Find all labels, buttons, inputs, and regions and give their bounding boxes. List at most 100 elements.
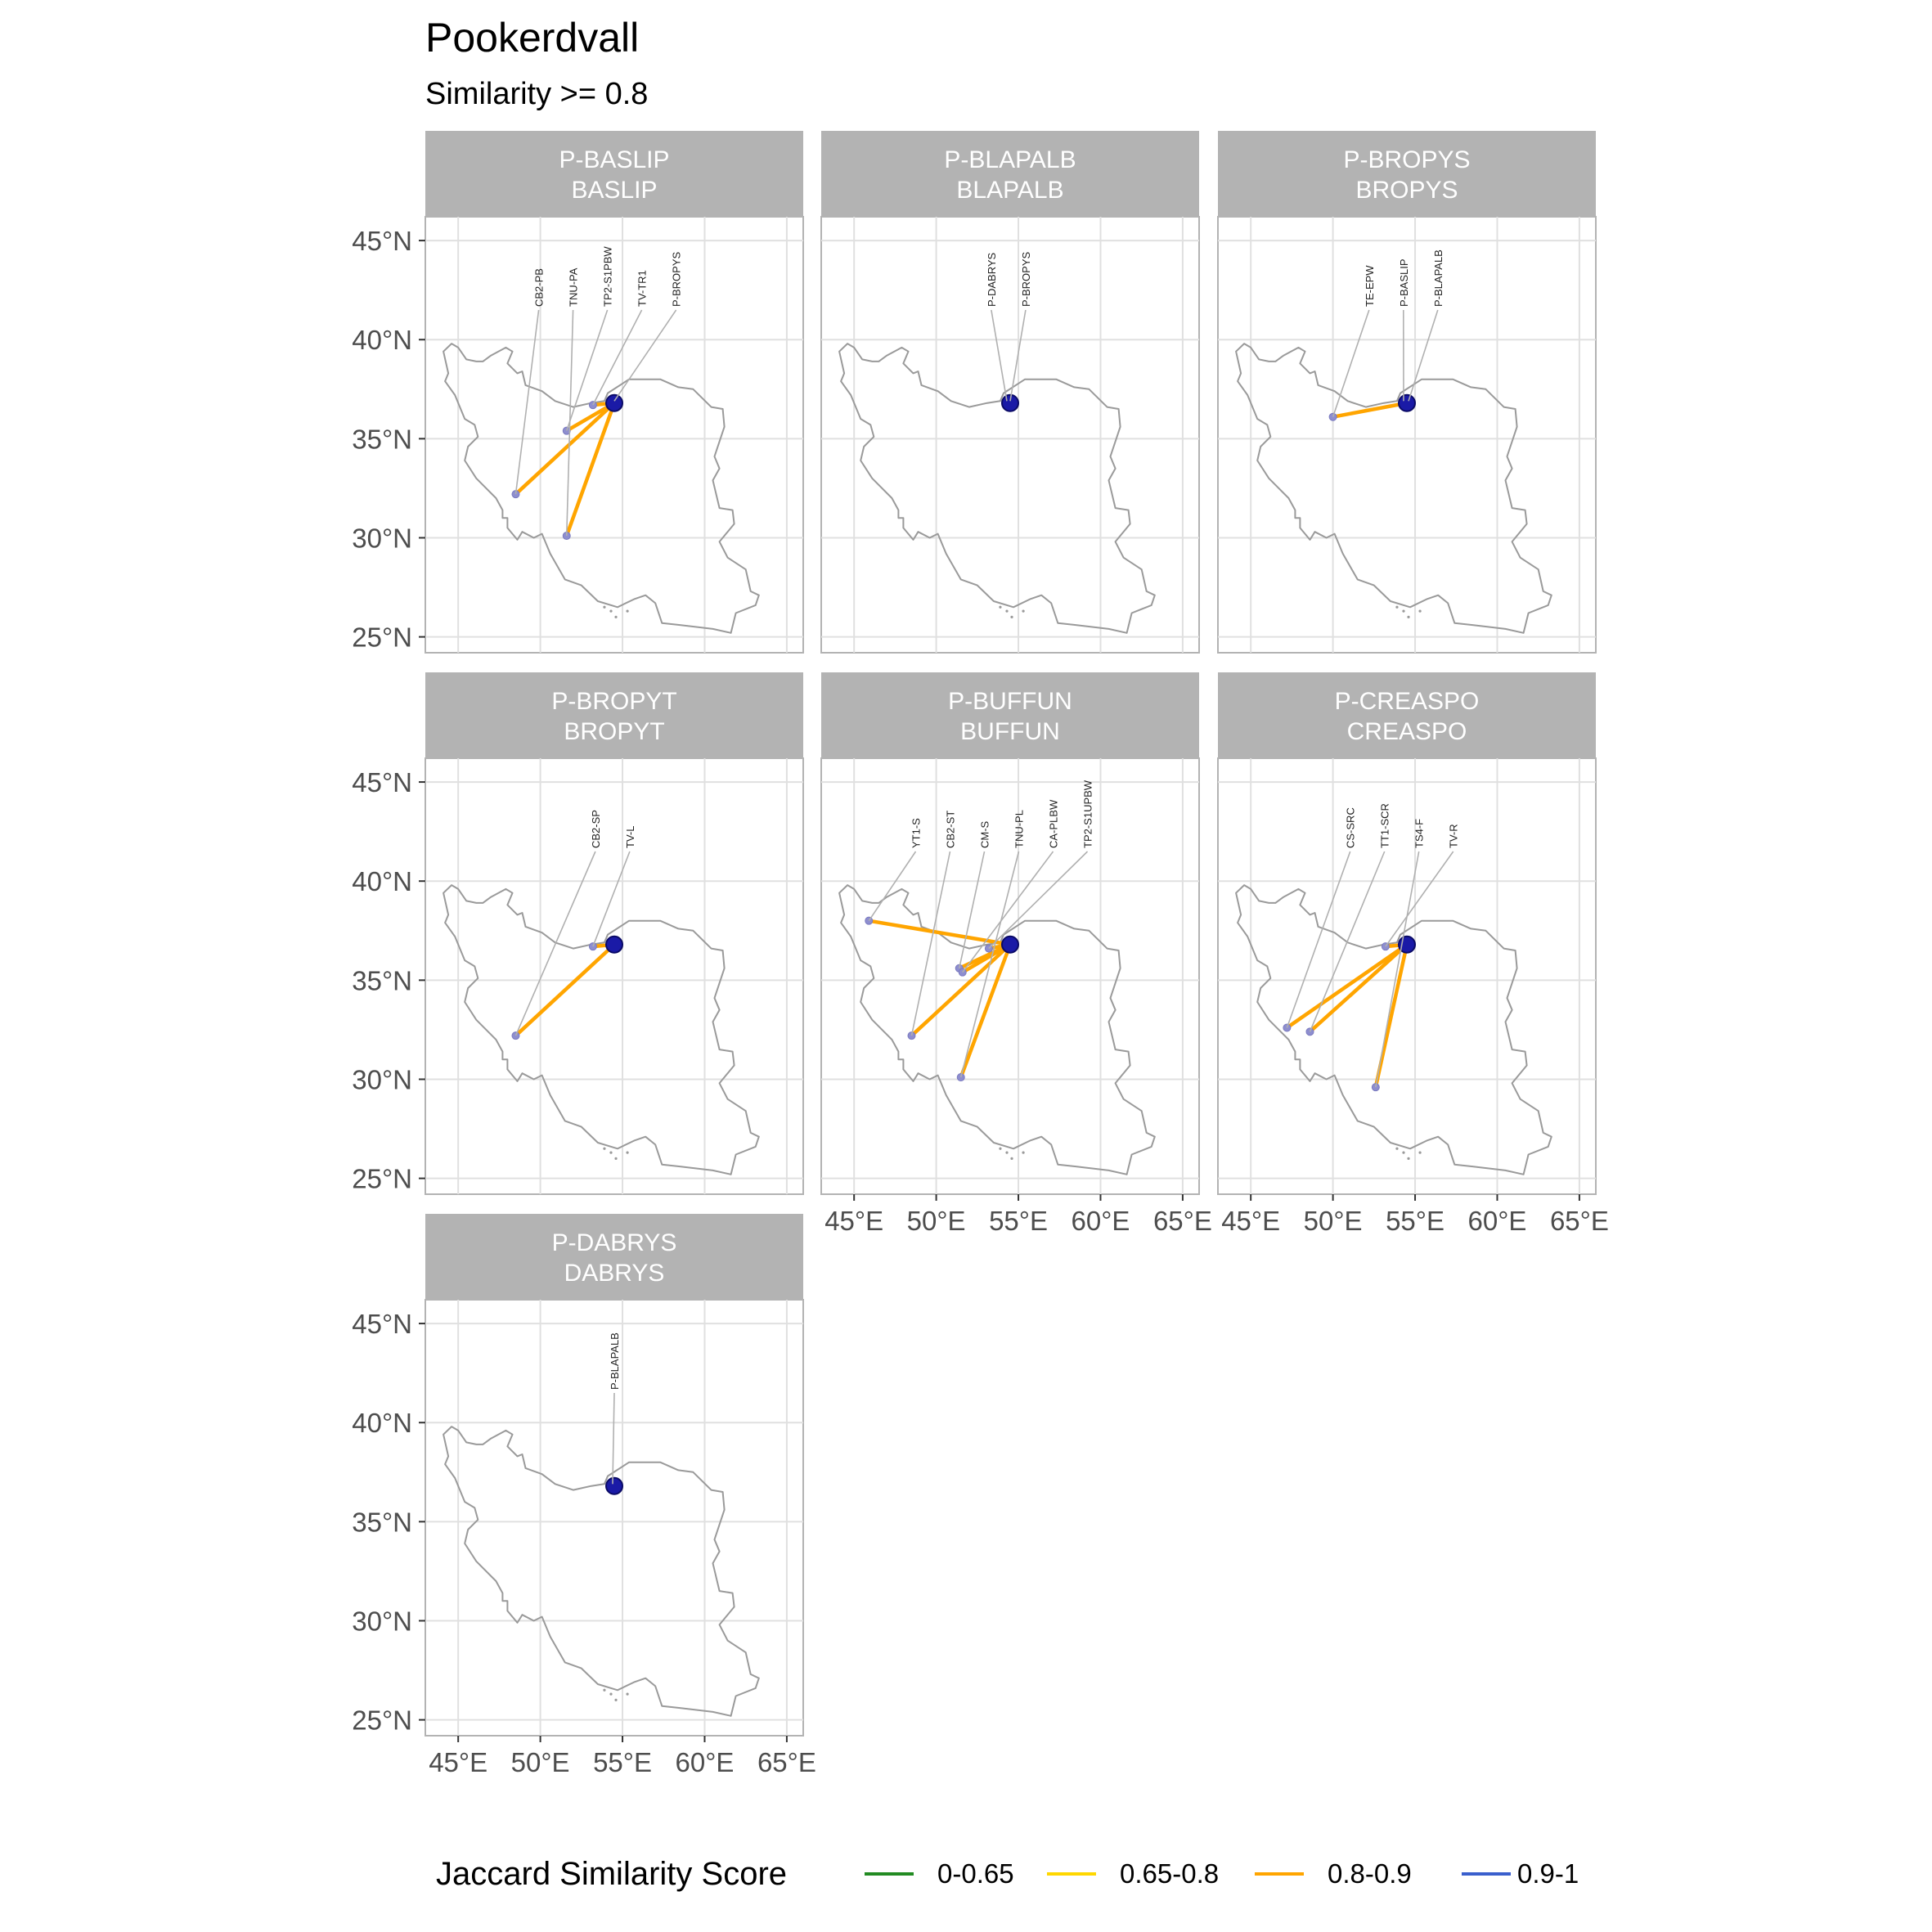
lat-tick-label: 35°N	[352, 424, 412, 454]
lat-tick-label: 30°N	[352, 523, 412, 553]
site-label: CB2-ST	[945, 811, 957, 848]
panel-background	[425, 757, 804, 1195]
label-leader-line	[910, 851, 951, 1036]
facet-strip-label: P-BROPYT	[551, 688, 676, 715]
facet-strip	[1218, 672, 1596, 758]
label-leader-line	[959, 851, 1020, 1078]
facet-strip-label: P-BLAPALB	[944, 146, 1076, 173]
similarity-line	[564, 401, 617, 538]
lon-tick-label: 65°E	[757, 1747, 816, 1777]
lat-tick-label: 30°N	[352, 1064, 412, 1094]
island	[614, 615, 618, 618]
map-panel: P-BROPYT BROPYT CB2-SP TV-L	[425, 672, 804, 1195]
facet-strip-label: DABRYS	[564, 1260, 665, 1287]
lat-tick-label: 45°N	[352, 767, 412, 798]
map-panel: P-BROPYS BROPYS TE-EPW P-BASLIP P-BLAPALB	[1217, 131, 1597, 654]
island	[1010, 615, 1013, 618]
legend-item: 0.65-0.8	[1047, 1858, 1219, 1889]
island	[1022, 1151, 1025, 1154]
site-label: P-BLAPALB	[609, 1332, 621, 1390]
facet-strip	[425, 131, 803, 217]
panel-background	[1217, 757, 1597, 1195]
label-leader-line	[514, 851, 596, 1036]
similarity-line	[1285, 942, 1409, 1030]
island	[609, 609, 613, 613]
panel-background	[425, 1299, 804, 1737]
site-label: P-BASLIP	[1398, 258, 1410, 307]
island	[626, 1692, 629, 1696]
site-label: P-DABRYS	[986, 252, 998, 307]
similarity-line	[960, 942, 1013, 974]
island	[1418, 609, 1422, 613]
legend: Jaccard Similarity Score 0-0.65 0.65-0.8…	[436, 1856, 1579, 1892]
island	[1418, 1151, 1422, 1154]
lat-tick-label: 40°N	[352, 1408, 412, 1438]
legend-label: 0.9-1	[1517, 1858, 1579, 1889]
island	[999, 605, 1002, 609]
island	[1407, 1157, 1410, 1160]
label-leader-line	[988, 851, 1089, 950]
country-outline	[1235, 884, 1552, 1175]
similarity-line	[564, 401, 617, 433]
island	[603, 1147, 606, 1150]
lon-tick-label: 60°E	[676, 1747, 735, 1777]
label-leader-line	[1309, 851, 1386, 1032]
lon-tick-label: 45°E	[429, 1747, 487, 1777]
similarity-line	[1373, 942, 1409, 1090]
island	[1395, 605, 1399, 609]
island	[999, 1147, 1002, 1150]
facet-strip-label: P-DABRYS	[552, 1229, 677, 1256]
island	[1005, 1151, 1009, 1154]
map-panel: P-BASLIP BASLIP CB2-PB TNU-PA TP2-S1PBW TV-TR…	[425, 131, 804, 654]
panel-background	[425, 216, 804, 654]
facet-strip	[1218, 131, 1596, 217]
label-leader-line	[592, 851, 631, 947]
lat-tick-label: 45°N	[352, 1309, 412, 1339]
site-label: CS-SRC	[1345, 807, 1357, 848]
facet-strip	[425, 672, 803, 758]
island	[1010, 1157, 1013, 1160]
facet-strip	[425, 1214, 803, 1300]
lon-tick-label: 45°E	[1221, 1206, 1280, 1236]
legend-label: 0.8-0.9	[1328, 1858, 1412, 1889]
panel-background	[820, 757, 1200, 1195]
facet-strip-label: BASLIP	[571, 177, 657, 204]
island	[1402, 609, 1405, 613]
site-label: TE-EPW	[1364, 265, 1376, 307]
label-leader-line	[612, 1392, 615, 1485]
island	[603, 605, 606, 609]
island	[626, 609, 629, 613]
site-label: TV-TR1	[636, 270, 649, 307]
island	[614, 1157, 618, 1160]
facet-strip-label: BROPYS	[1355, 177, 1458, 204]
lat-tick-label: 45°N	[352, 226, 412, 256]
facet-strip-label: BROPYT	[564, 718, 664, 745]
label-leader-line	[958, 851, 986, 968]
facet-strip-label: P-BROPYS	[1343, 146, 1470, 173]
lat-tick-label: 40°N	[352, 325, 412, 355]
map-panel: P-CREASPO CREASPO CS-SRC TT1-SCR TS4-F TV-R	[1217, 672, 1597, 1195]
lat-tick-label: 35°N	[352, 1507, 412, 1537]
facet-strip-label: BLAPALB	[956, 177, 1063, 204]
focal-site-point	[1001, 935, 1019, 954]
site-label: P-BROPYS	[1020, 251, 1032, 307]
island	[1022, 609, 1025, 613]
label-leader-line	[991, 309, 1008, 402]
similarity-line	[514, 942, 617, 1038]
site-label: TV-L	[624, 826, 636, 848]
similarity-line	[1308, 942, 1409, 1034]
site-label: P-BROPYS	[671, 251, 683, 307]
legend-title: Jaccard Similarity Score	[436, 1856, 787, 1892]
island	[614, 1698, 618, 1701]
lon-tick-label: 45°E	[824, 1206, 883, 1236]
country-outline	[443, 343, 760, 634]
label-leader-line	[613, 309, 677, 402]
chart-title: Pookerdvall	[425, 15, 639, 61]
facet-strip-label: CREASPO	[1347, 718, 1467, 745]
label-leader-line	[1375, 851, 1420, 1088]
island	[1395, 1147, 1399, 1150]
label-leader-line	[1385, 851, 1454, 947]
facet-strip	[821, 131, 1199, 217]
label-leader-line	[1408, 309, 1439, 402]
